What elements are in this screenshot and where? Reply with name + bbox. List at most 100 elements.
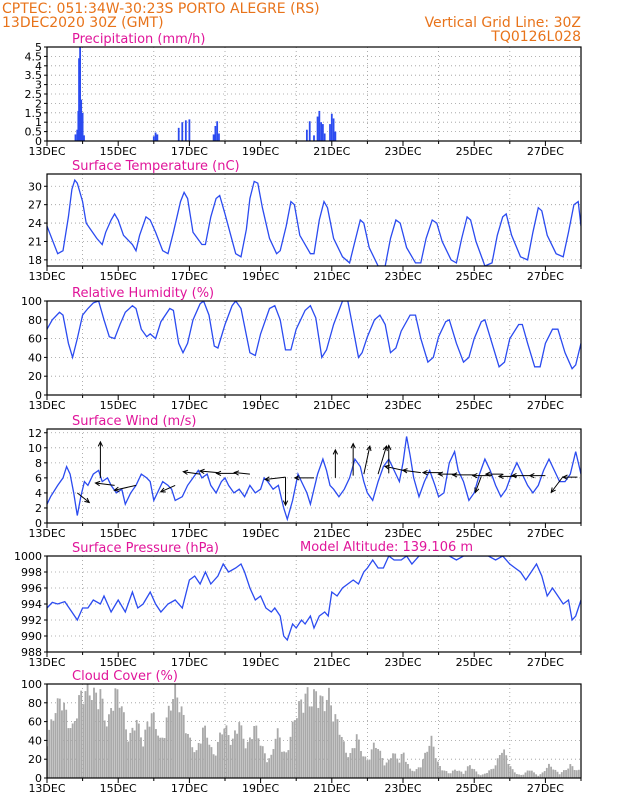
cloud-bar [97,709,100,778]
press-line [47,556,581,642]
cloud-bar [291,721,294,778]
cloud-bar [385,762,388,778]
x-tick-label: 21DEC [313,527,350,540]
precip-bar [322,124,324,141]
cloud-bar [231,738,234,778]
precip-bar [320,122,323,141]
precip-bar [334,131,337,141]
x-tick-label: 17DEC [171,270,208,283]
cloud-bar [447,773,450,778]
cloud-bar [216,741,219,778]
wind-arrow [76,492,90,503]
cloud-bar [122,712,125,778]
wind-arrow-head [550,487,556,494]
wind-arrow [183,471,201,475]
precip-bar [323,133,326,141]
cloud-bar [163,738,166,778]
precip-bar [308,121,311,141]
cloud-bar [159,737,162,778]
cloud-bar [511,769,514,778]
cloud-bar [398,762,401,778]
wind-arrow [550,476,564,493]
wind-panel: 0 2 4 6 8 10 12 13DEC 15DEC 17DEC 19DEC 21DEC 23DEC 2… [28,414,582,540]
cloud-bar [432,746,435,778]
x-tick-label: 27DEC [527,270,564,283]
cloud-bar [75,718,78,778]
precip-bar [318,110,321,141]
temp-frame [46,173,582,267]
cloud-bar [125,729,127,778]
cloud-bar [172,699,174,778]
wind-arrow [402,469,421,474]
y-tick-label: 20 [28,753,42,766]
wind-arrow-head [474,487,480,494]
wind-arrow-head [282,500,289,507]
y-tick-label: 1 [35,116,42,129]
precip-bar [330,113,333,141]
cloud-bar [522,774,525,778]
header-line1: CPTEC: 051:34W-30:23S PORTO ALEGRE (RS) [2,1,320,17]
cloud-bar [479,775,482,778]
cloud-bar [516,774,518,778]
x-tick-label: 25DEC [456,782,493,795]
wind-arrow-head [484,471,491,477]
press-title: Surface Pressure (hPa) [72,541,219,556]
cloud-bar [328,687,330,778]
x-tick-label: 15DEC [100,399,137,412]
cloud-bar [120,706,123,778]
cloud-bar [317,707,320,778]
cloud-bar [426,751,429,778]
cloud-bar [259,745,262,778]
cloud-bar [84,691,87,778]
cloud-bar [174,684,177,778]
precip-bar [212,134,215,141]
cloud-bar [304,693,307,778]
cloud-bar [417,767,420,778]
wind-arrow [114,484,137,491]
cloud-bar [501,752,503,778]
cloud-bar [206,737,209,778]
cloud-bar [518,774,520,778]
cloud-bar [535,774,538,778]
x-tick-label: 25DEC [456,656,493,669]
cloud-bar [210,747,213,778]
cloud-bar [473,769,476,778]
cloud-bar [357,739,360,778]
cloud-bar [526,770,529,778]
y-tick-label: 100 [21,678,42,691]
cloud-bar [483,773,486,778]
cloud-bar [169,710,172,778]
cloud-bar [469,765,471,778]
cloud-bar [103,720,106,778]
cloud-bar [451,770,454,778]
x-tick-label: 19DEC [242,782,279,795]
cloud-bar [436,761,439,778]
cloud-bar [558,774,561,778]
y-tick-label: 2 [35,97,42,110]
cloud-bar [460,771,463,778]
precip-bar [177,127,180,141]
cloud-bar [443,770,446,778]
precip-bar [216,121,219,141]
cloud-bar [402,752,405,778]
wind-arrow [363,446,371,475]
wind-arrow-head [510,472,517,479]
y-tick-label: 4 [35,60,42,73]
x-tick-label: 17DEC [171,399,208,412]
cloud-bar [490,769,493,778]
cloud-bar [268,758,271,778]
cloud-bar [65,709,68,778]
temp-panel: 18 21 24 27 30 13DEC 15DEC 17DEC 19DEC 21DEC 23DEC… [28,159,582,283]
y-tick-label: 40 [28,734,42,747]
cloud-bar [389,758,392,778]
cloud-bar [313,689,315,778]
cloud-bar [345,752,347,778]
cloud-bar [246,741,249,778]
y-tick-label: 80 [28,314,42,327]
wind-line [47,436,581,522]
cloud-bar [556,771,559,778]
cloud-bar [48,729,51,778]
cloud-bar [208,744,211,778]
cloud-bar [409,768,412,778]
precip-bar [305,129,308,141]
